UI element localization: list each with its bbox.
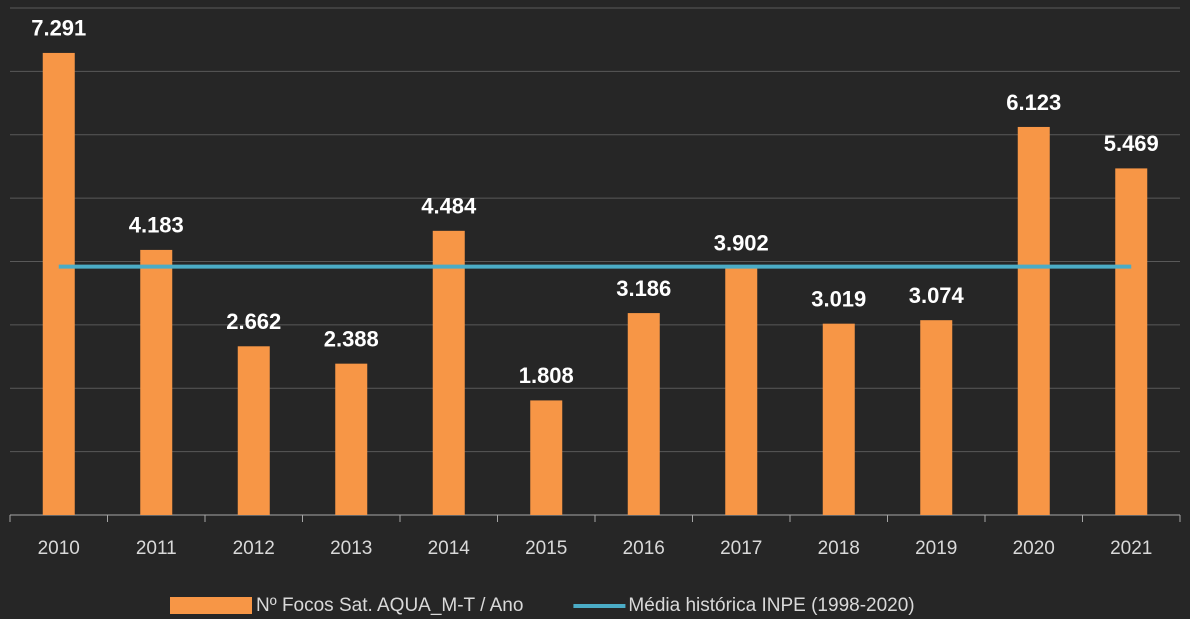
legend-swatch <box>170 597 252 614</box>
bar <box>627 313 660 515</box>
x-tick-label: 2019 <box>915 538 957 559</box>
data-label: 3.019 <box>811 286 866 311</box>
bar <box>140 249 173 515</box>
bar <box>237 346 270 515</box>
x-tick-label: 2021 <box>1110 538 1152 559</box>
bar <box>822 323 855 515</box>
x-tick-label: 2017 <box>720 538 762 559</box>
bar <box>432 230 465 515</box>
data-label: 7.291 <box>31 16 86 41</box>
data-label: 3.186 <box>616 276 671 301</box>
x-tick-label: 2018 <box>818 538 860 559</box>
legend-label: Média histórica INPE (1998-2020) <box>628 595 914 616</box>
bar <box>725 267 758 515</box>
data-label: 4.484 <box>421 194 477 219</box>
data-label: 5.469 <box>1104 131 1159 156</box>
legend-label: Nº Focos Sat. AQUA_M-T / Ano <box>256 595 523 616</box>
x-tick-label: 2012 <box>233 538 275 559</box>
x-tick-label: 2010 <box>38 538 80 559</box>
bar <box>920 320 953 515</box>
bar <box>42 52 75 516</box>
x-tick-label: 2015 <box>525 538 567 559</box>
x-tick-label: 2020 <box>1013 538 1055 559</box>
bar <box>1115 168 1148 515</box>
data-label: 3.074 <box>909 283 965 308</box>
x-tick-label: 2013 <box>330 538 372 559</box>
data-label: 3.902 <box>714 231 769 256</box>
bar <box>1017 126 1050 516</box>
bar <box>530 400 563 515</box>
data-label: 2.662 <box>226 309 281 334</box>
bar <box>335 363 368 515</box>
x-tick-label: 2011 <box>136 538 177 559</box>
data-label: 6.123 <box>1006 90 1061 115</box>
x-tick-label: 2014 <box>428 538 471 559</box>
data-label: 4.183 <box>129 213 184 238</box>
data-label: 1.808 <box>519 363 574 388</box>
data-label: 2.388 <box>324 326 379 351</box>
x-tick-label: 2016 <box>623 538 665 559</box>
